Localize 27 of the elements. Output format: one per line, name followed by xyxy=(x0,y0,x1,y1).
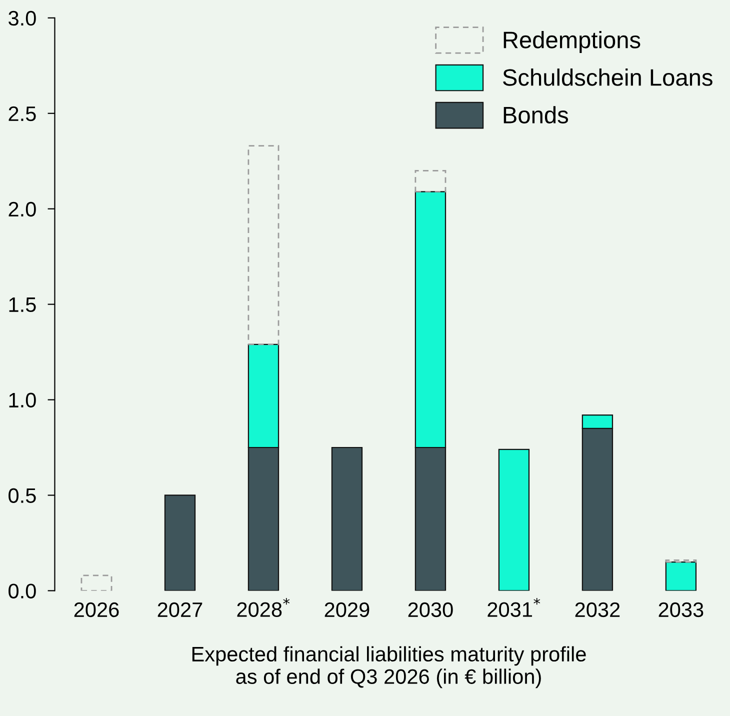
y-tick-label: 3.0 xyxy=(8,10,36,26)
bar xyxy=(331,446,363,591)
x-tick-label: 2028$^{*}$ xyxy=(237,598,290,617)
bar xyxy=(164,494,196,591)
bar xyxy=(665,559,697,563)
legend-label: Redemptions xyxy=(504,31,640,54)
legend-label: Bonds xyxy=(504,106,568,124)
y-tick-label: 1.5 xyxy=(9,298,36,312)
x-axis-title: Expected financial liabilities maturity profile as of end of Q3 2026 (in € billion) xyxy=(192,646,586,688)
bar xyxy=(498,448,530,591)
bar xyxy=(248,145,280,346)
bar xyxy=(665,562,697,591)
bar xyxy=(414,170,446,192)
y-tick-label: 0.5 xyxy=(8,488,36,503)
x-tick-label: 2031$^{*}$ xyxy=(488,598,540,617)
bar xyxy=(80,574,112,591)
y-tick-label: 2.0 xyxy=(8,202,36,217)
y-tick-label: 1.0 xyxy=(9,392,36,408)
y-tick-label: 2.5 xyxy=(8,106,36,122)
x-tick-label: 2029 xyxy=(324,602,370,618)
x-tick-label: 2030 xyxy=(408,602,453,618)
x-tick-label: 2032 xyxy=(575,602,620,618)
x-tick-label: 2033 xyxy=(658,602,704,618)
x-tick-label: 2026 xyxy=(74,602,119,618)
x-tick-label: 2027 xyxy=(158,602,202,618)
y-tick-label: 0.0 xyxy=(8,584,36,598)
legend-label: Schuldschein Loans xyxy=(503,68,712,86)
